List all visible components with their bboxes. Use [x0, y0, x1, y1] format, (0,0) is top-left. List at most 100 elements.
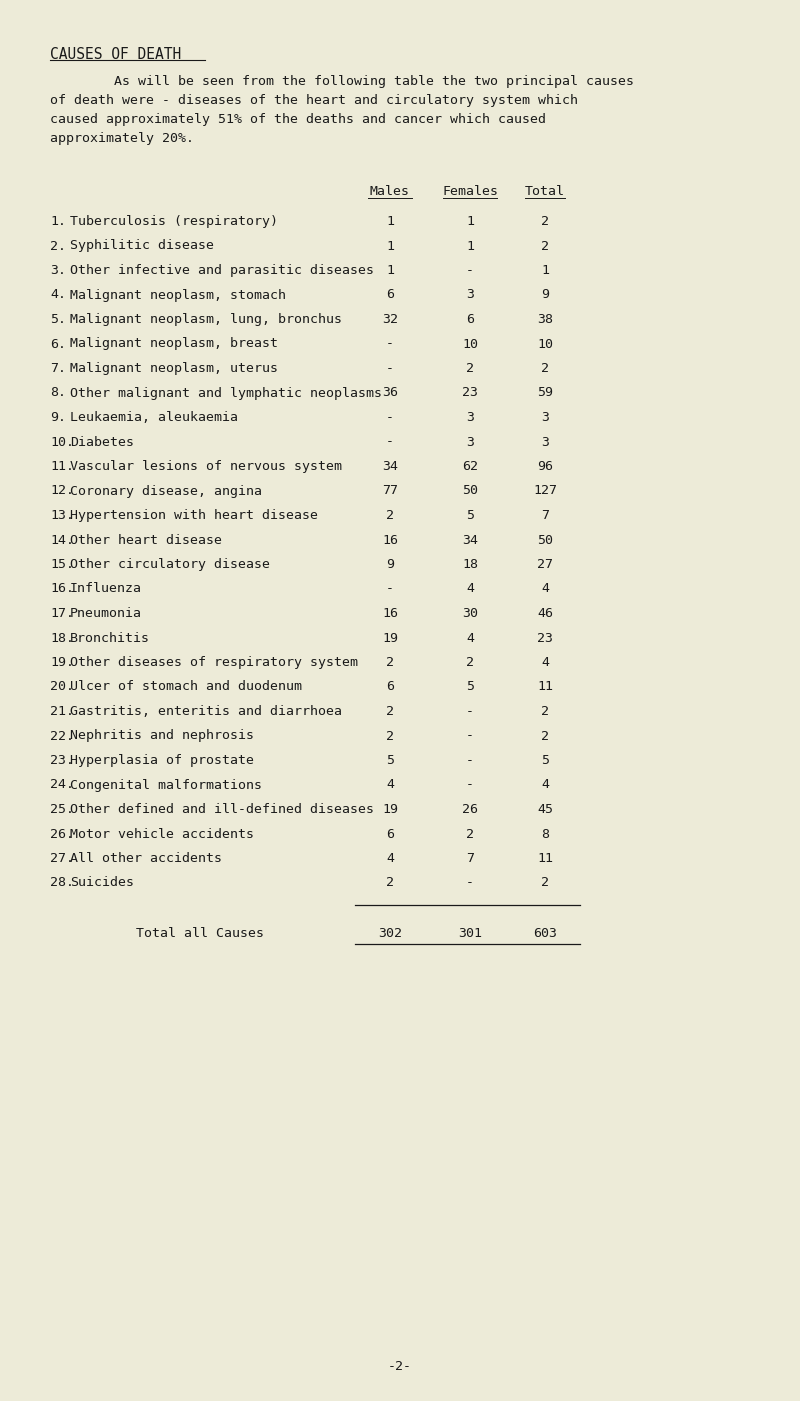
Text: Malignant neoplasm, stomach: Malignant neoplasm, stomach [70, 289, 286, 301]
Text: -: - [466, 705, 474, 717]
Text: 50: 50 [462, 485, 478, 497]
Text: 24.: 24. [50, 779, 74, 792]
Text: 4: 4 [466, 583, 474, 595]
Text: 11: 11 [537, 681, 553, 693]
Text: 4: 4 [541, 656, 549, 670]
Text: Influenza: Influenza [70, 583, 142, 595]
Text: 77: 77 [382, 485, 398, 497]
Text: -: - [466, 730, 474, 743]
Text: caused approximately 51% of the deaths and cancer which caused: caused approximately 51% of the deaths a… [50, 113, 546, 126]
Text: 2: 2 [386, 877, 394, 890]
Text: 10.: 10. [50, 436, 74, 448]
Text: 11.: 11. [50, 460, 74, 474]
Text: 19.: 19. [50, 656, 74, 670]
Text: Pneumonia: Pneumonia [70, 607, 142, 621]
Text: 3: 3 [541, 436, 549, 448]
Text: 2: 2 [386, 730, 394, 743]
Text: -: - [466, 877, 474, 890]
Text: -: - [386, 361, 394, 375]
Text: 302: 302 [378, 927, 402, 940]
Text: 5: 5 [541, 754, 549, 766]
Text: 34: 34 [382, 460, 398, 474]
Text: 50: 50 [537, 534, 553, 546]
Text: 6: 6 [386, 289, 394, 301]
Text: 8.: 8. [50, 387, 66, 399]
Text: 7.: 7. [50, 361, 66, 375]
Text: 34: 34 [462, 534, 478, 546]
Text: 38: 38 [537, 312, 553, 326]
Text: -: - [466, 779, 474, 792]
Text: Other diseases of respiratory system: Other diseases of respiratory system [70, 656, 358, 670]
Text: 19: 19 [382, 632, 398, 644]
Text: Malignant neoplasm, lung, bronchus: Malignant neoplasm, lung, bronchus [70, 312, 342, 326]
Text: 1: 1 [386, 263, 394, 277]
Text: approximately 20%.: approximately 20%. [50, 132, 194, 144]
Text: 15.: 15. [50, 558, 74, 572]
Text: 59: 59 [537, 387, 553, 399]
Text: Suicides: Suicides [70, 877, 134, 890]
Text: 32: 32 [382, 312, 398, 326]
Text: 19: 19 [382, 803, 398, 815]
Text: 4: 4 [386, 779, 394, 792]
Text: 301: 301 [458, 927, 482, 940]
Text: 4: 4 [541, 583, 549, 595]
Text: 21.: 21. [50, 705, 74, 717]
Text: 22.: 22. [50, 730, 74, 743]
Text: 1: 1 [466, 240, 474, 252]
Text: CAUSES OF DEATH: CAUSES OF DEATH [50, 48, 182, 62]
Text: 1: 1 [386, 240, 394, 252]
Text: 12.: 12. [50, 485, 74, 497]
Text: 18.: 18. [50, 632, 74, 644]
Text: 2: 2 [541, 730, 549, 743]
Text: -: - [466, 263, 474, 277]
Text: 16.: 16. [50, 583, 74, 595]
Text: 5: 5 [466, 509, 474, 523]
Text: 27.: 27. [50, 852, 74, 864]
Text: 17.: 17. [50, 607, 74, 621]
Text: 4: 4 [466, 632, 474, 644]
Text: 603: 603 [533, 927, 557, 940]
Text: 62: 62 [462, 460, 478, 474]
Text: 1: 1 [386, 214, 394, 228]
Text: -: - [466, 754, 474, 766]
Text: 46: 46 [537, 607, 553, 621]
Text: 26: 26 [462, 803, 478, 815]
Text: -: - [386, 436, 394, 448]
Text: 3: 3 [541, 410, 549, 425]
Text: 7: 7 [466, 852, 474, 864]
Text: 5.: 5. [50, 312, 66, 326]
Text: 96: 96 [537, 460, 553, 474]
Text: 3: 3 [466, 289, 474, 301]
Text: 2: 2 [541, 214, 549, 228]
Text: 2: 2 [541, 877, 549, 890]
Text: 7: 7 [541, 509, 549, 523]
Text: 6: 6 [466, 312, 474, 326]
Text: Malignant neoplasm, breast: Malignant neoplasm, breast [70, 338, 278, 350]
Text: Diabetes: Diabetes [70, 436, 134, 448]
Text: 2: 2 [541, 240, 549, 252]
Text: Leukaemia, aleukaemia: Leukaemia, aleukaemia [70, 410, 238, 425]
Text: 1.: 1. [50, 214, 66, 228]
Text: Males: Males [370, 185, 410, 198]
Text: Ulcer of stomach and duodenum: Ulcer of stomach and duodenum [70, 681, 302, 693]
Text: 30: 30 [462, 607, 478, 621]
Text: Hypertension with heart disease: Hypertension with heart disease [70, 509, 318, 523]
Text: 28.: 28. [50, 877, 74, 890]
Text: 16: 16 [382, 607, 398, 621]
Text: 4.: 4. [50, 289, 66, 301]
Text: 20.: 20. [50, 681, 74, 693]
Text: 3: 3 [466, 436, 474, 448]
Text: 1: 1 [541, 263, 549, 277]
Text: 45: 45 [537, 803, 553, 815]
Text: -2-: -2- [388, 1360, 412, 1373]
Text: Other malignant and lymphatic neoplasms: Other malignant and lymphatic neoplasms [70, 387, 382, 399]
Text: Congenital malformations: Congenital malformations [70, 779, 262, 792]
Text: -: - [386, 338, 394, 350]
Text: 14.: 14. [50, 534, 74, 546]
Text: 2: 2 [466, 361, 474, 375]
Text: Nephritis and nephrosis: Nephritis and nephrosis [70, 730, 254, 743]
Text: 26.: 26. [50, 828, 74, 841]
Text: 23.: 23. [50, 754, 74, 766]
Text: 2: 2 [466, 656, 474, 670]
Text: 5: 5 [386, 754, 394, 766]
